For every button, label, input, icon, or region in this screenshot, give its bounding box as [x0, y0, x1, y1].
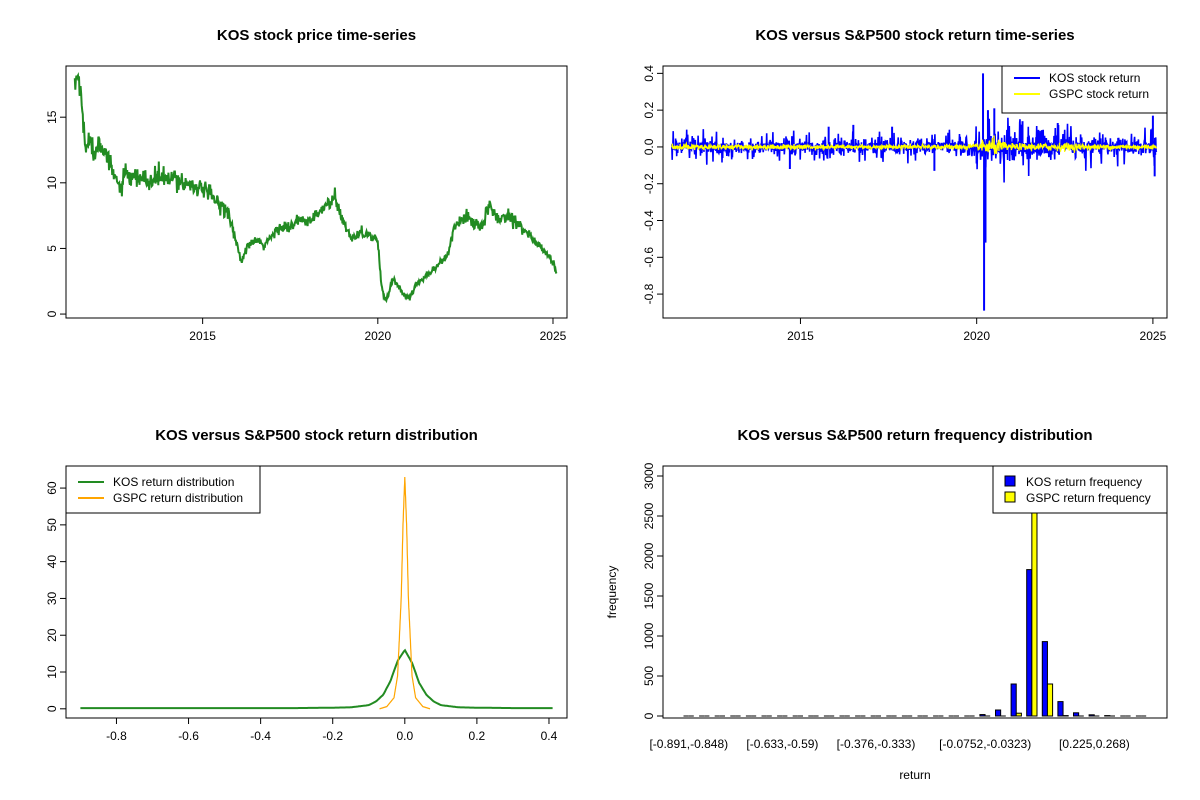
- panel-return-distribution: KOS versus S&P500 stock return distribut…: [45, 427, 568, 743]
- y-tick-label: 50: [45, 518, 59, 532]
- legend-entry: KOS return distribution: [113, 475, 234, 489]
- legend: KOS return frequency GSPC return frequenc…: [992, 465, 1168, 514]
- y-tick-label: -0.6: [642, 247, 656, 268]
- legend-key: [1004, 491, 1016, 503]
- bar: [1057, 701, 1064, 717]
- y-tick-label: 3000: [642, 462, 656, 489]
- x-tick-label: -0.8: [106, 729, 127, 743]
- chart-title: KOS versus S&P500 stock return time-seri…: [755, 27, 1074, 44]
- y-tick-label: 20: [45, 628, 59, 642]
- x-category-label: [0.225,0.268): [1059, 737, 1130, 751]
- panel-return-frequency: KOS versus S&P500 return frequency distr…: [605, 427, 1168, 782]
- plot-box: [662, 465, 1168, 719]
- y-tick-label: 0.2: [642, 101, 656, 118]
- legend: KOS return distribution GSPC return distr…: [65, 465, 261, 514]
- bar: [1072, 712, 1080, 717]
- y-tick-label: 0.0: [642, 138, 656, 155]
- legend-box: [65, 465, 261, 514]
- x-tick-label: 2020: [963, 329, 990, 343]
- x-tick-label: 0.0: [396, 729, 413, 743]
- x-tick-label: 0.2: [469, 729, 486, 743]
- plot-box: [662, 65, 1168, 319]
- y-tick-label: 60: [45, 481, 59, 495]
- y-tick-label: 0: [45, 705, 59, 712]
- x-axis-label: return: [899, 768, 930, 782]
- bar: [979, 714, 986, 717]
- legend-entry: GSPC stock return: [1049, 87, 1149, 101]
- x-tick-label: 2020: [364, 329, 391, 343]
- chart-title: KOS versus S&P500 stock return distribut…: [155, 427, 478, 444]
- bar: [1026, 569, 1033, 717]
- y-tick-label: 10: [45, 665, 59, 679]
- legend-entry: KOS return frequency: [1026, 475, 1142, 489]
- y-tick-label: 2000: [642, 542, 656, 569]
- y-tick-label: 10: [45, 176, 59, 190]
- bar: [1010, 683, 1017, 717]
- x-tick-label: 2025: [540, 329, 567, 343]
- legend-key: [1004, 475, 1016, 487]
- series-line-gspc-density: [379, 476, 431, 710]
- y-tick-label: 0: [642, 712, 656, 719]
- chart-title: KOS stock price time-series: [217, 27, 416, 44]
- legend-entry: KOS stock return: [1049, 71, 1140, 85]
- y-tick-label: 5: [45, 245, 59, 252]
- legend-entry: GSPC return distribution: [113, 491, 243, 505]
- x-tick-label: -0.4: [250, 729, 271, 743]
- x-category-label: [-0.633,-0.59): [746, 737, 818, 751]
- y-tick-label: 30: [45, 591, 59, 605]
- plot-box: [65, 465, 568, 719]
- x-category-label: [-0.891,-0.848): [649, 737, 728, 751]
- y-tick-label: 0: [45, 310, 59, 317]
- bar: [994, 709, 1002, 717]
- x-tick-label: -0.2: [322, 729, 343, 743]
- y-tick-label: 1500: [642, 582, 656, 609]
- legend-entry: GSPC return frequency: [1026, 491, 1151, 505]
- y-tick-label: 2500: [642, 502, 656, 529]
- x-tick-label: 0.4: [541, 729, 558, 743]
- y-tick-label: 15: [45, 110, 59, 124]
- series-line-kos-price: [73, 72, 558, 304]
- x-tick-label: 2015: [189, 329, 216, 343]
- bar: [1046, 683, 1054, 717]
- bar: [1015, 712, 1022, 717]
- plot-box: [65, 65, 568, 319]
- series-line-kos-density: [80, 648, 553, 710]
- y-tick-label: -0.2: [642, 173, 656, 194]
- x-tick-label: 2015: [787, 329, 814, 343]
- panel-price-timeseries: KOS stock price time-series 2015 2020 2025 0…: [45, 27, 568, 343]
- y-tick-label: 0.4: [642, 65, 656, 82]
- x-tick-label: 2025: [1140, 329, 1167, 343]
- legend-box: [1001, 65, 1168, 114]
- legend: KOS stock return GSPC stock return: [1001, 65, 1168, 114]
- y-tick-label: 500: [642, 666, 656, 686]
- x-category-label: [-0.376,-0.333): [837, 737, 916, 751]
- panel-return-timeseries: KOS versus S&P500 stock return time-seri…: [642, 27, 1168, 343]
- bar: [1031, 479, 1038, 717]
- y-tick-label: 40: [45, 555, 59, 569]
- y-axis-label: frequency: [605, 566, 619, 619]
- legend-box: [992, 465, 1168, 514]
- bar: [1041, 641, 1048, 717]
- x-tick-label: -0.6: [178, 729, 199, 743]
- x-category-label: [-0.0752,-0.0323): [939, 737, 1031, 751]
- series-line-gspc-return: [671, 135, 1158, 155]
- y-tick-label: -0.4: [642, 210, 656, 231]
- bar: [1088, 714, 1095, 717]
- y-tick-label: 1000: [642, 622, 656, 649]
- chart-title: KOS versus S&P500 return frequency distr…: [737, 427, 1092, 444]
- y-tick-label: -0.8: [642, 283, 656, 304]
- series-line-kos-return: [671, 117, 1158, 186]
